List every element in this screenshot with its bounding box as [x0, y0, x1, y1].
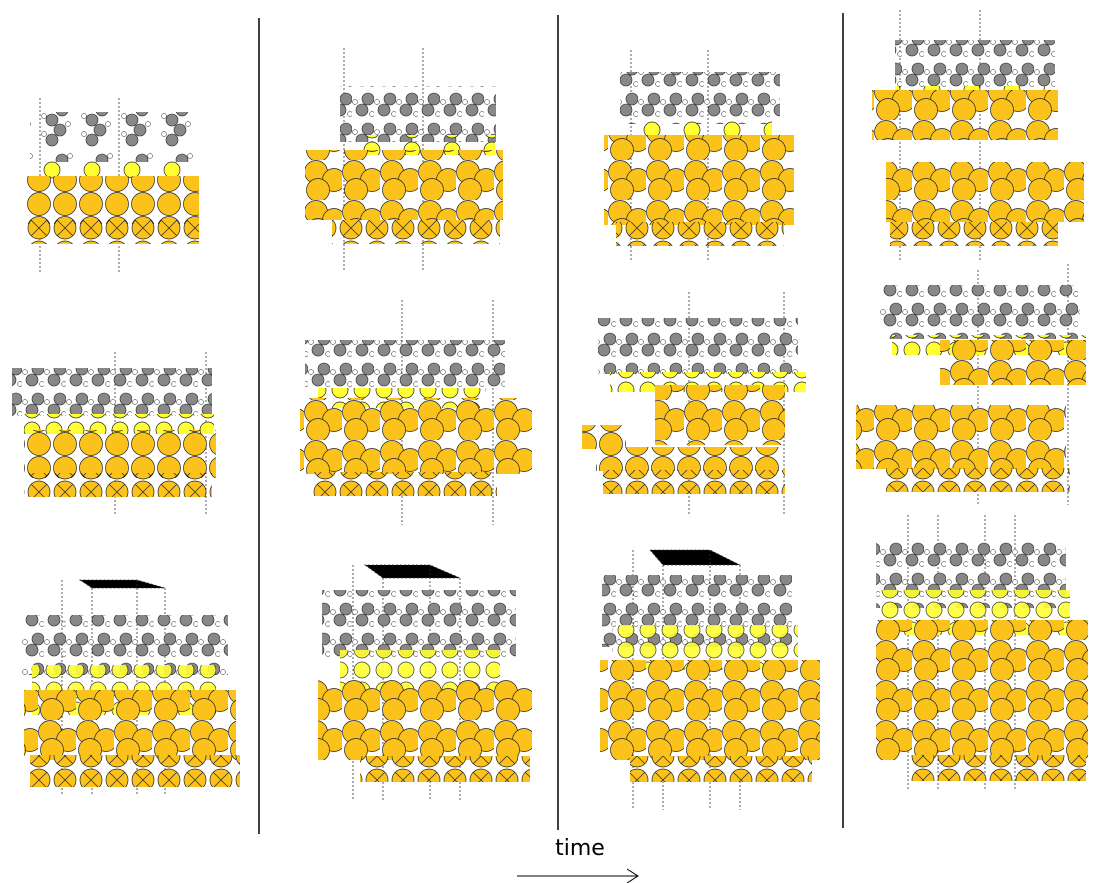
- time-label: time: [555, 836, 605, 861]
- snapshot-col3: [582, 50, 820, 810]
- figure: time: [0, 0, 1094, 883]
- snapshot-col1: [12, 98, 240, 795]
- time-arrow: [517, 869, 638, 883]
- snapshot-col4: [856, 10, 1088, 790]
- snapshot-col2: [300, 48, 532, 800]
